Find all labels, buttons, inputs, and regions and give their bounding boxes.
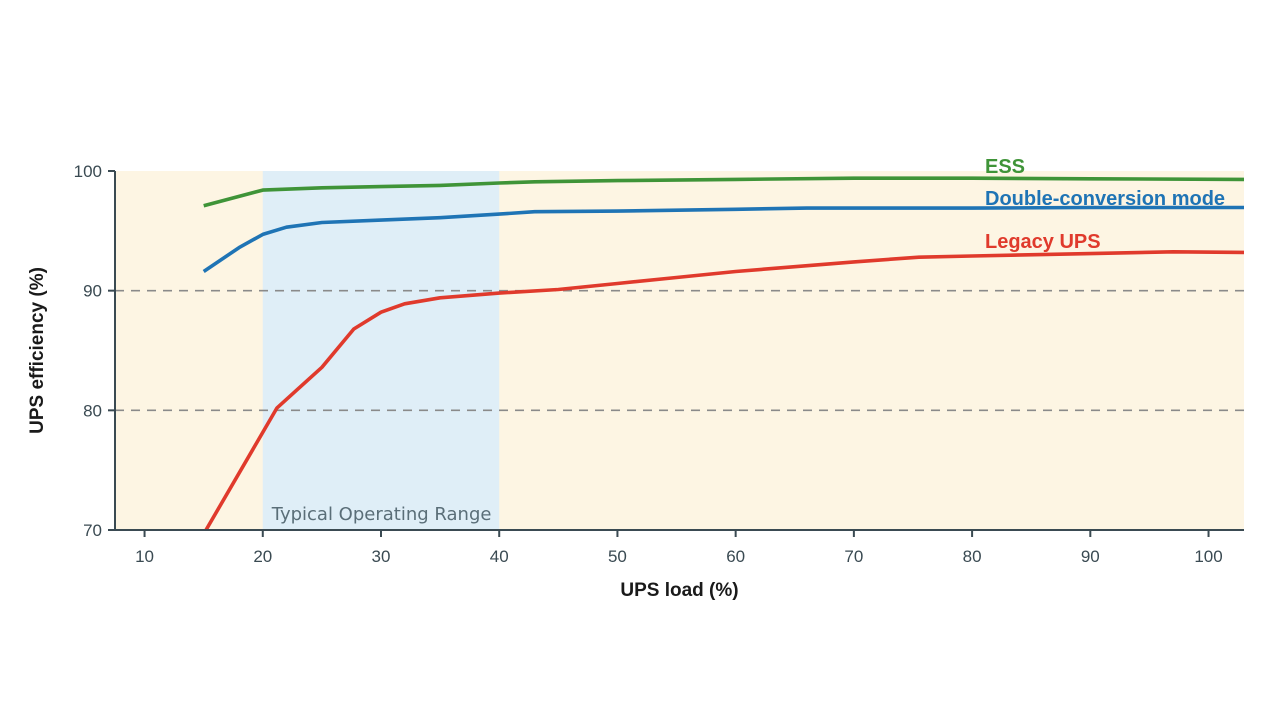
series-line-0 xyxy=(203,176,1245,208)
x-tick-label-100: 100 xyxy=(1194,547,1222,566)
x-tick-label-20: 20 xyxy=(253,547,272,566)
y-axis-ticks: 70 80 90 100 xyxy=(74,162,115,540)
typical-operating-range-label: Typical Operating Range xyxy=(271,504,492,525)
x-tick-label-10: 10 xyxy=(135,547,154,566)
x-axis-ticks: 10 20 30 40 50 60 70 80 90 100 xyxy=(135,530,1223,566)
x-tick-label-80: 80 xyxy=(963,547,982,566)
x-tick-label-70: 70 xyxy=(844,547,863,566)
y-tick-label-80: 80 xyxy=(83,401,102,420)
x-tick-label-90: 90 xyxy=(1081,547,1100,566)
x-tick-label-30: 30 xyxy=(372,547,391,566)
series-line-2 xyxy=(204,250,1245,531)
y-axis-title: UPS efficiency (%) xyxy=(27,267,48,434)
series-labels: ESS Double-conversion mode Legacy UPS xyxy=(985,156,1225,253)
y-tick-label-70: 70 xyxy=(83,521,102,540)
x-tick-label-60: 60 xyxy=(726,547,745,566)
x-tick-label-40: 40 xyxy=(490,547,509,566)
y-tick-label-90: 90 xyxy=(83,282,102,301)
series-label-0: ESS xyxy=(985,156,1025,178)
series-label-1: Double-conversion mode xyxy=(985,188,1225,210)
series-line-1 xyxy=(202,205,1244,273)
y-tick-label-100: 100 xyxy=(74,162,102,181)
grid-lines xyxy=(115,289,1244,412)
typical-operating-range-band xyxy=(262,171,500,530)
x-tick-label-50: 50 xyxy=(608,547,627,566)
x-axis-title: UPS load (%) xyxy=(620,580,738,601)
series-lines xyxy=(202,176,1245,531)
series-label-2: Legacy UPS xyxy=(985,231,1101,253)
